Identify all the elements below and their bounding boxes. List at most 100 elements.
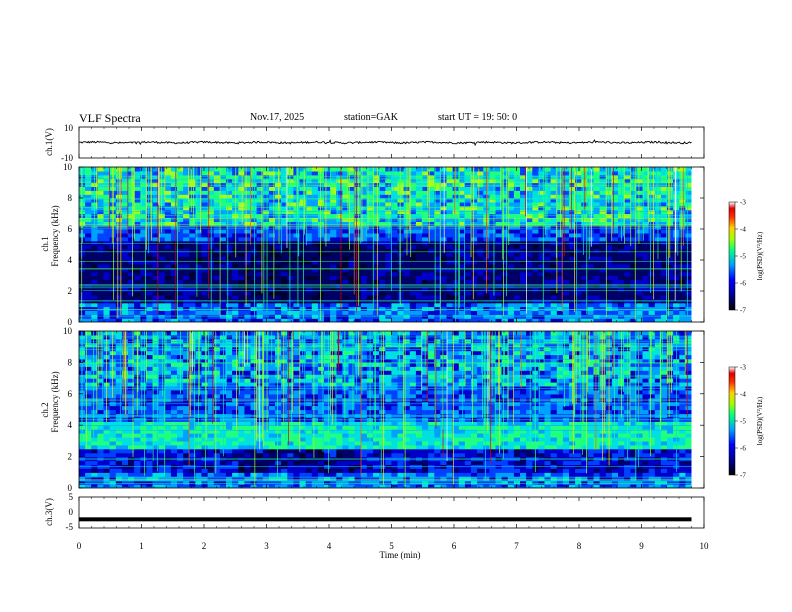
spectrogram-cell <box>152 287 160 292</box>
spectrogram-cell <box>415 291 423 296</box>
spectrogram-cell <box>532 291 539 296</box>
spectrogram-cell <box>471 178 478 184</box>
spectrogram-cell <box>538 248 546 253</box>
spectrogram-cell <box>299 248 307 253</box>
spectrogram-cell <box>409 201 417 207</box>
spectrogram-cell <box>170 476 178 481</box>
spectrogram-cell <box>152 221 160 226</box>
spectrogram-cell <box>464 225 472 230</box>
spectrogram-cell <box>513 287 521 292</box>
spectrogram-cell <box>434 476 441 481</box>
spectrogram-cell <box>134 170 141 176</box>
spectrogram-cell <box>624 484 631 488</box>
spectrogram-cell <box>440 468 448 473</box>
spectrogram-cell <box>477 244 484 249</box>
spectrogram-cell <box>544 236 552 242</box>
spectrogram-cell <box>262 190 270 195</box>
spectrogram-cell <box>287 194 294 199</box>
spectrogram-cell <box>415 263 423 269</box>
spectrogram-cell <box>569 314 576 319</box>
spectrogram-cell <box>569 248 576 253</box>
spectrogram-cell <box>97 252 105 257</box>
spectrogram-cell <box>177 198 184 203</box>
spectrogram-cell <box>379 167 386 172</box>
spectrogram-cell <box>679 468 686 473</box>
spectrogram-cell <box>342 484 350 488</box>
spectrogram-cell <box>550 190 558 195</box>
spectrogram-cell <box>109 314 117 319</box>
spectrogram-cell <box>379 287 386 292</box>
spectrogram-cell <box>256 306 264 311</box>
spectrogram-cell <box>170 252 178 257</box>
spectrogram-cell <box>244 221 252 226</box>
spectrogram-cell <box>256 275 264 280</box>
spectrogram-cell <box>336 306 343 311</box>
spectrogram-cell <box>618 468 625 473</box>
spectrogram-cell <box>385 236 392 242</box>
spectrogram-cell <box>409 167 417 172</box>
spectrogram-cell <box>146 306 154 311</box>
spectrogram-cell <box>673 294 680 300</box>
spectrogram-cell <box>513 182 521 187</box>
spectrogram-cell <box>599 225 607 230</box>
spectrogram-cell <box>660 271 668 277</box>
spectrogram-cell <box>636 271 644 277</box>
spectrogram-cell <box>268 217 276 222</box>
spectrogram-cell <box>128 217 135 222</box>
spectrogram-cell <box>391 174 399 180</box>
spectrogram-cell <box>336 236 343 242</box>
spectrogram-cell <box>103 240 111 246</box>
spectrogram-cell <box>556 310 564 315</box>
spectrogram-cell <box>342 287 350 292</box>
spectrogram-cell <box>170 275 178 280</box>
spectrogram-cell <box>562 260 570 265</box>
spectrogram-cell <box>103 244 111 249</box>
spectrogram-cell <box>489 194 497 199</box>
spectrogram-cell <box>324 182 331 187</box>
spectrogram-cell <box>189 182 196 187</box>
spectrogram-cell <box>599 232 607 238</box>
spectrogram-cell <box>336 240 343 246</box>
spectrogram-cell <box>581 260 588 265</box>
spectrogram-cell <box>526 182 533 187</box>
spectrogram-cell <box>311 221 319 226</box>
spectrogram-cell <box>97 229 105 234</box>
spectrogram-cell <box>250 472 258 477</box>
spectrogram-cell <box>593 460 601 465</box>
spectrogram-cell <box>103 314 111 319</box>
spectrogram-cell <box>562 310 570 315</box>
spectrogram-cell <box>673 263 680 269</box>
spectrogram-cell <box>385 306 392 311</box>
spectrogram-cell <box>134 252 141 257</box>
spectrogram-cell <box>373 460 380 465</box>
spectrogram-cell <box>679 244 686 249</box>
spectrogram-cell <box>550 174 558 180</box>
spectrogram-cell <box>520 291 527 296</box>
spectrogram-cell <box>422 178 429 184</box>
spectrogram-cell <box>520 221 527 226</box>
spectrogram-cell <box>654 480 662 485</box>
spectrogram-cell <box>667 221 674 226</box>
spectrogram-cell <box>630 302 637 308</box>
spectrogram-cell <box>128 167 135 172</box>
spectrogram-cell <box>238 190 245 195</box>
spectrogram-cell <box>177 256 184 261</box>
spectrogram-cell <box>440 472 448 477</box>
spectrogram-cell <box>501 314 509 319</box>
spectrogram-cell <box>415 190 423 195</box>
spectrogram-cell <box>495 468 503 473</box>
spectrogram-cell <box>391 229 399 234</box>
spectrogram-cell <box>660 240 668 246</box>
spectrogram-cell <box>354 256 362 261</box>
spectrogram-cell <box>630 252 637 257</box>
spectrogram-cell <box>152 178 160 184</box>
spectrogram-cell <box>379 252 386 257</box>
spectrogram-cell <box>85 252 92 257</box>
spectrogram-cell <box>409 484 417 488</box>
spectrogram-cell <box>562 240 570 246</box>
spectrogram-cell <box>189 232 196 238</box>
spectrogram-cell <box>219 221 227 226</box>
spectrogram-cell <box>299 244 307 249</box>
spectrogram-cell <box>115 256 123 261</box>
spectrogram-cell <box>348 256 356 261</box>
